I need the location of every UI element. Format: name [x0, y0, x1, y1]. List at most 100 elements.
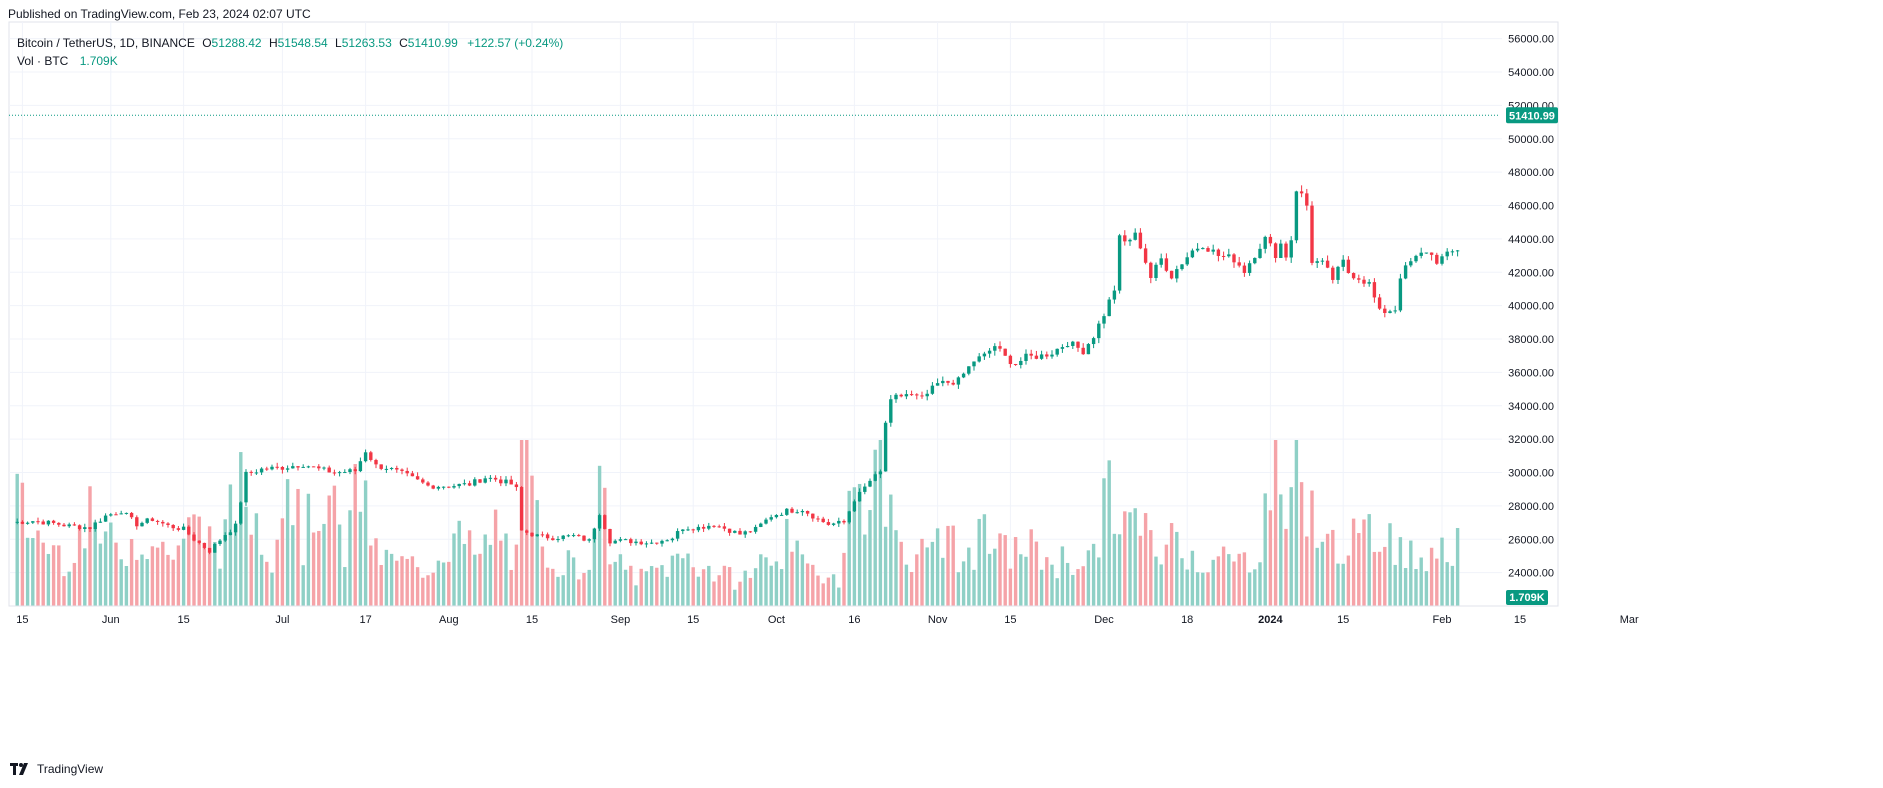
candle-body [1201, 248, 1205, 250]
volume-bar [1029, 529, 1033, 606]
volume-bar [187, 517, 191, 606]
volume-bar [889, 494, 893, 606]
volume-bar [265, 561, 269, 606]
volume-bar [1232, 561, 1236, 606]
volume-bar [1117, 534, 1122, 606]
volume-bar [847, 490, 851, 606]
candle-body [1076, 341, 1080, 348]
price-tick-label: 24000.00 [1508, 568, 1554, 580]
volume-bar [920, 538, 924, 606]
volume-bar [1403, 568, 1408, 606]
volume-bar [561, 575, 565, 606]
time-tick-label: 2024 [1258, 614, 1283, 626]
volume-bar [769, 565, 773, 606]
volume-bar [301, 565, 305, 606]
time-tick-label: 15 [1004, 614, 1016, 626]
volume-bar [114, 542, 118, 606]
candle-body [608, 528, 612, 544]
volume-bar [228, 484, 233, 606]
candle-body [1232, 254, 1236, 263]
candle-body [1263, 236, 1267, 249]
volume-bar [103, 531, 108, 606]
volume-bar [467, 530, 472, 606]
candle-body [228, 532, 233, 536]
volume-bar [1159, 564, 1163, 606]
time-tick-label: 15 [177, 614, 189, 626]
candle-body [675, 531, 680, 539]
candle-body [1019, 360, 1023, 366]
volume-bar [649, 566, 654, 606]
candle-body [395, 467, 399, 470]
volume-bar [36, 530, 40, 606]
volume-bar [1055, 578, 1059, 606]
candle-body [114, 514, 118, 516]
volume-bar [842, 552, 846, 606]
candle-body [519, 487, 524, 531]
candle-body [332, 472, 337, 474]
volume-bar [1289, 487, 1293, 606]
candle-body [623, 539, 628, 541]
volume-bar [135, 559, 139, 606]
candle-body [930, 385, 935, 394]
high-value: 51548.54 [277, 36, 328, 50]
candle-body [400, 469, 404, 471]
volume-bar [941, 557, 945, 606]
candle-body [1003, 348, 1007, 356]
candle-body [166, 523, 170, 525]
volume-bar [457, 520, 461, 606]
volume-bar [634, 585, 638, 606]
candle-body [816, 518, 820, 520]
time-tick-label: Mar [1620, 614, 1639, 626]
volume-bar [109, 522, 113, 606]
tradingview-brand[interactable]: TradingView [10, 762, 103, 776]
candle-body [1107, 299, 1111, 317]
volume-bar [863, 534, 867, 606]
volume-bar [1076, 569, 1080, 606]
candle-body [691, 529, 695, 531]
volume-bar [1003, 535, 1007, 606]
change-value: +122.57 (+0.24%) [467, 36, 564, 50]
volume-bar [1201, 572, 1205, 606]
candle-body [296, 466, 300, 468]
volume-bar [275, 539, 279, 606]
volume-bar [909, 571, 914, 606]
volume-bar [483, 534, 487, 606]
volume-bar [675, 553, 680, 606]
volume-bar [62, 576, 66, 606]
candle-body [1008, 355, 1013, 365]
candle-body [223, 535, 227, 541]
candle-body [369, 452, 373, 460]
candle-body [1455, 250, 1460, 252]
candle-body [207, 547, 212, 553]
candle-body [1279, 243, 1283, 258]
volume-bar [509, 569, 513, 606]
ohlc-row: Bitcoin / TetherUS, 1D, BINANCE O51288.4… [17, 34, 563, 52]
candle-body [473, 479, 477, 486]
candle-body [722, 526, 727, 529]
candle-body [681, 529, 685, 532]
candle-body [603, 515, 607, 529]
candle-body [863, 486, 867, 492]
candle-body [566, 535, 571, 537]
candle-body [46, 520, 51, 525]
volume-bar [753, 568, 758, 606]
candle-body [41, 521, 45, 525]
volume-bar [1065, 562, 1070, 606]
volume-bar [1445, 562, 1449, 606]
candle-body [1029, 353, 1033, 356]
candle-body [431, 485, 435, 489]
volume-bar [452, 533, 456, 606]
volume-bar [1237, 553, 1241, 606]
candle-body [1320, 260, 1325, 262]
volume-bar [363, 480, 368, 606]
candle-body [712, 525, 716, 527]
volume-bar [473, 554, 477, 606]
candle-body [946, 380, 950, 383]
candle-body [800, 510, 805, 513]
candle-body [415, 476, 420, 480]
volume-bar [488, 544, 493, 606]
volume-bar [1253, 569, 1257, 606]
candle-body [889, 399, 893, 423]
price-tick-label: 28000.00 [1508, 501, 1554, 513]
